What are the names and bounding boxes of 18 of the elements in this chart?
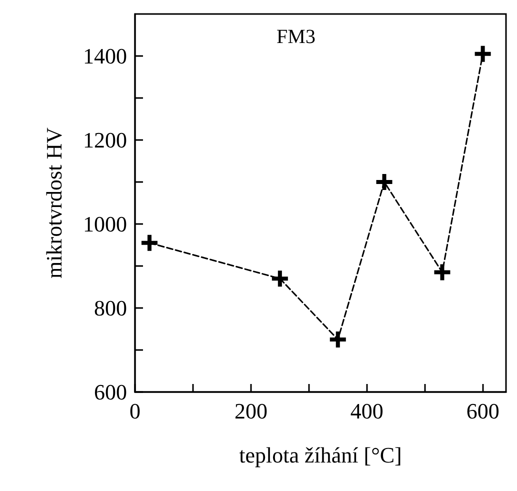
- y-axis-title: mikrotvrdost HV: [42, 127, 66, 278]
- x-tick-label: 600: [466, 398, 500, 424]
- x-tick-label: 200: [234, 398, 268, 424]
- x-tick-label: 0: [130, 398, 140, 424]
- y-tick-label: 1200: [83, 128, 127, 152]
- point: [141, 234, 158, 251]
- x-tick-label: 400: [350, 398, 384, 424]
- y-tick-label: 1000: [83, 212, 127, 236]
- point: [272, 270, 288, 287]
- point: [330, 332, 346, 348]
- y-tick-label: 1400: [83, 44, 127, 68]
- point: [474, 46, 491, 62]
- x-axis-title: teplota žíhání [°C]: [239, 442, 402, 468]
- point: [434, 264, 450, 280]
- text: FM3: [276, 26, 316, 48]
- y-tick-label: 800: [94, 296, 127, 320]
- point: [376, 174, 392, 190]
- y-tick-label: 600: [94, 380, 127, 404]
